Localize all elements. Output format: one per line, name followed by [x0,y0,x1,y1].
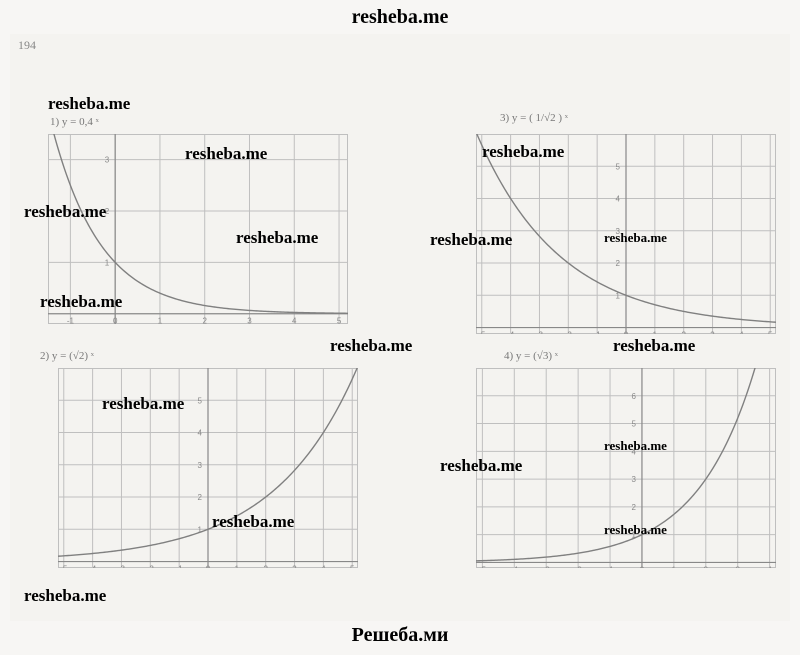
svg-text:-1: -1 [176,565,184,568]
svg-text:5: 5 [632,420,637,429]
svg-text:5: 5 [198,396,203,405]
svg-text:-4: -4 [511,565,519,568]
svg-text:-2: -2 [565,331,573,334]
watermark-text: resheba.me [613,336,695,356]
watermark-text: resheba.me [440,456,522,476]
svg-text:-3: -3 [536,331,544,334]
svg-text:4: 4 [616,195,621,204]
svg-text:-5: -5 [479,565,487,568]
watermark-text: resheba.me [24,586,106,606]
watermark-text: resheba.me [48,94,130,114]
watermark-text: resheba.me [604,230,667,246]
svg-text:0: 0 [113,317,118,324]
watermark-text: resheba.me [604,438,667,454]
svg-text:4: 4 [739,331,744,334]
svg-text:4: 4 [198,429,203,438]
watermark-text: resheba.me [330,336,412,356]
svg-text:4: 4 [321,565,326,568]
svg-text:2: 2 [704,565,709,568]
watermark-text: resheba.me [212,512,294,532]
svg-text:2: 2 [263,565,268,568]
watermark-text: resheba.me [40,292,122,312]
watermark-text: resheba.me [430,230,512,250]
svg-text:3: 3 [735,565,740,568]
svg-text:1: 1 [653,331,658,334]
svg-text:5: 5 [337,317,342,324]
svg-text:-1: -1 [67,317,75,324]
page-content: 194 1) y = 0,4 ˣ-1012345123x2) y = (√2) … [10,34,790,621]
svg-text:3: 3 [198,461,203,470]
svg-text:-1: -1 [606,565,614,568]
svg-text:2: 2 [681,331,686,334]
svg-text:-3: -3 [543,565,551,568]
svg-text:-3: -3 [118,565,126,568]
svg-text:-4: -4 [507,331,515,334]
watermark-text: resheba.me [102,394,184,414]
svg-text:-4: -4 [89,565,97,568]
chart-equation-label: 3) y = ( 1/√2 ) ˣ [500,112,568,124]
svg-text:-2: -2 [575,565,583,568]
svg-text:4: 4 [767,565,772,568]
svg-text:2: 2 [202,317,207,324]
svg-text:3: 3 [632,475,637,484]
svg-text:0: 0 [640,565,645,568]
svg-text:3: 3 [247,317,252,324]
svg-text:5: 5 [350,565,355,568]
svg-text:4: 4 [292,317,297,324]
svg-text:-5: -5 [478,331,486,334]
problem-number: 194 [18,38,36,53]
svg-text:5: 5 [768,331,773,334]
svg-text:3: 3 [105,156,110,165]
svg-text:1: 1 [672,565,677,568]
svg-text:2: 2 [632,503,637,512]
chart-equation-label: 2) y = (√2) ˣ [40,350,94,362]
svg-text:5: 5 [616,162,621,171]
chart-equation-label: 4) y = (√3) ˣ [504,350,558,362]
svg-text:6: 6 [632,392,637,401]
svg-text:-1: -1 [594,331,602,334]
watermark-text: resheba.me [24,202,106,222]
svg-text:2: 2 [198,493,203,502]
watermark-text: resheba.me [185,144,267,164]
svg-text:3: 3 [710,331,715,334]
svg-text:1: 1 [158,317,163,324]
svg-text:2: 2 [616,259,621,268]
page-header: resheba.me [0,6,800,29]
page-footer: Решеба.ми [0,624,800,647]
watermark-text: resheba.me [482,142,564,162]
svg-text:-5: -5 [60,565,68,568]
svg-text:-2: -2 [147,565,155,568]
chart-equation-label: 1) y = 0,4 ˣ [50,116,99,128]
watermark-text: resheba.me [604,522,667,538]
svg-text:0: 0 [624,331,629,334]
svg-text:0: 0 [206,565,211,568]
svg-text:1: 1 [105,258,110,267]
svg-text:3: 3 [292,565,297,568]
svg-text:1: 1 [235,565,240,568]
watermark-text: resheba.me [236,228,318,248]
